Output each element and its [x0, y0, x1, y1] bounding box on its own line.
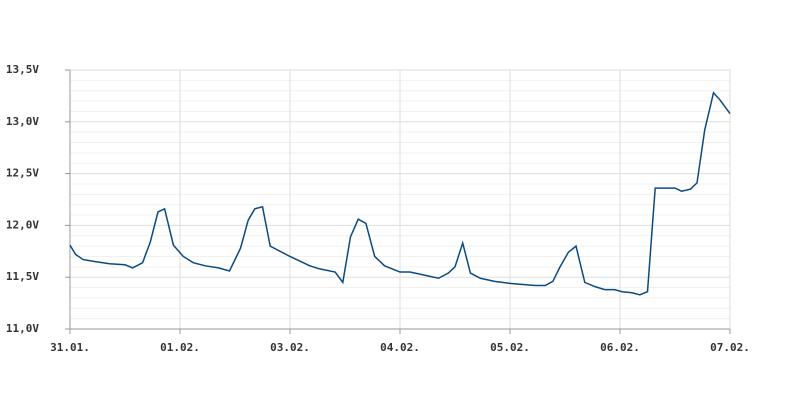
y-tick-label: 13,5V	[6, 63, 39, 76]
x-tick-label: 01.02.	[160, 341, 200, 354]
y-tick-label: 13,0V	[6, 115, 39, 128]
x-tick-label: 31.01.	[50, 341, 90, 354]
data-line	[69, 91, 731, 296]
y-tick-label: 11,0V	[6, 322, 39, 335]
y-tick-label: 12,5V	[6, 167, 39, 180]
y-tick-label: 11,5V	[6, 270, 39, 283]
y-tick-label: 12,0V	[6, 218, 39, 231]
x-tick-label: 03.02.	[270, 341, 310, 354]
x-tick-label: 05.02.	[490, 341, 530, 354]
x-tick-label: 04.02.	[380, 341, 420, 354]
x-tick-label: 07.02.	[710, 341, 750, 354]
x-tick-label: 06.02.	[600, 341, 640, 354]
